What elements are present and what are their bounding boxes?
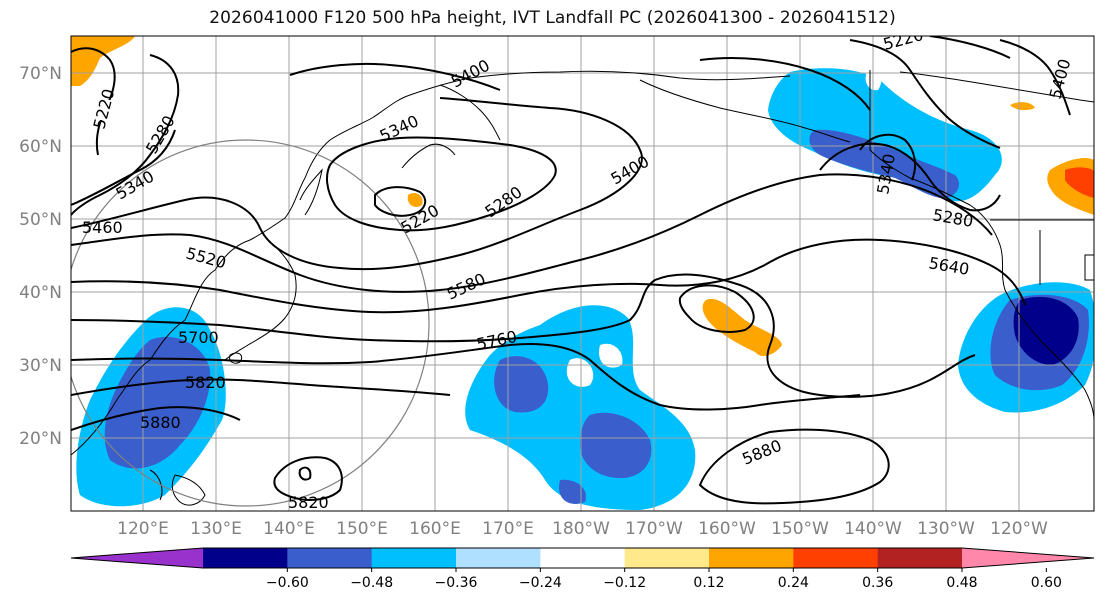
colorbar-segment [877,548,963,568]
colorbar-tick-label: 0.24 [778,575,809,591]
colorbar-segment [624,548,710,568]
colorbar-tick-label: −0.12 [603,575,646,591]
lon-label: 130°W [917,519,975,539]
latitude-labels: 70°N 60°N 50°N 40°N 30°N 20°N [19,64,62,449]
contour-label: 5880 [140,413,181,432]
contour-label: 5700 [178,328,219,347]
lat-label: 50°N [19,210,62,230]
colorbar-segment [540,548,626,568]
lat-label: 70°N [19,64,62,84]
lon-label: 170°W [625,519,683,539]
contour-label: 5820 [185,373,226,392]
colorbar-tick-label: −0.24 [519,575,562,591]
lat-label: 60°N [19,137,62,157]
lat-label: 30°N [19,356,62,376]
colorbar-segment [287,548,373,568]
map-title: 2026041000 F120 500 hPa height, IVT Land… [209,8,896,28]
lon-label: 130°E [190,519,242,539]
height-contours [71,36,1071,505]
lon-label: 180°W [552,519,610,539]
lon-label: 150°W [771,519,829,539]
lon-label: 120°W [990,519,1048,539]
map-panel: 5220 5280 5340 5400 5460 5520 5580 5640 … [71,36,1094,512]
colorbar-under-triangle [71,548,203,568]
colorbar-tick-label: 0.48 [946,575,977,591]
contour-label: 5820 [288,493,329,512]
ivt-negative-shading [76,68,1094,510]
lon-label: 160°E [409,519,461,539]
lon-label: 150°E [336,519,388,539]
colorbar-tick-label: 0.12 [693,575,724,591]
contour-label: 5460 [82,218,123,237]
lon-label: 160°W [698,519,756,539]
colorbar-tick-label: 0.36 [862,575,893,591]
colorbar: −0.60 −0.48 −0.36 −0.24 −0.12 0.12 0.24 0.36 0.4… [70,547,1095,591]
colorbar-segment [793,548,879,568]
lon-label: 170°E [482,519,534,539]
colorbar-segment [371,548,457,568]
colorbar-tick-label: −0.36 [435,575,478,591]
coastlines [71,70,1094,506]
colorbar-tick-label: −0.48 [350,575,393,591]
colorbar-segment [709,548,794,568]
lat-label: 20°N [19,429,62,449]
colorbar-tick-label: 0.60 [1031,575,1062,591]
lon-label: 140°W [844,519,902,539]
lon-label: 140°E [263,519,315,539]
colorbar-segment [203,548,288,568]
colorbar-tick-label: −0.60 [266,575,309,591]
colorbar-segment [456,548,541,568]
map-frame [70,35,1095,512]
longitude-labels: 120°E 130°E 140°E 150°E 160°E 170°E 180°… [117,519,1048,539]
lat-label: 40°N [19,283,62,303]
colorbar-over-triangle [962,548,1094,568]
colorbar-outline [70,547,1095,569]
lon-label: 120°E [117,519,169,539]
range-circle [71,139,430,507]
